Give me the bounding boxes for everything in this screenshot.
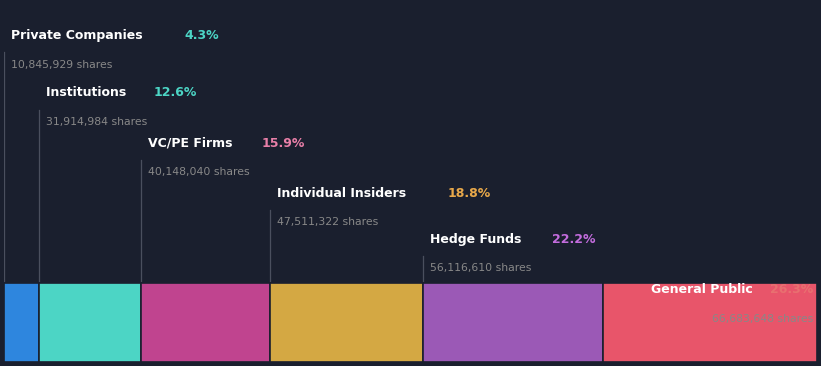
Text: 10,845,929 shares: 10,845,929 shares bbox=[11, 60, 112, 70]
Text: Institutions: Institutions bbox=[46, 86, 131, 100]
Bar bbox=[423, 283, 603, 362]
Text: General Public: General Public bbox=[651, 283, 758, 296]
Text: 31,914,984 shares: 31,914,984 shares bbox=[46, 117, 147, 127]
Text: Private Companies: Private Companies bbox=[11, 29, 147, 42]
Text: 26.3%: 26.3% bbox=[769, 283, 813, 296]
Text: 56,116,610 shares: 56,116,610 shares bbox=[429, 264, 531, 273]
Text: 4.3%: 4.3% bbox=[185, 29, 219, 42]
Text: 18.8%: 18.8% bbox=[447, 187, 491, 199]
Bar bbox=[4, 283, 39, 362]
Text: Individual Insiders: Individual Insiders bbox=[277, 187, 410, 199]
Text: Hedge Funds: Hedge Funds bbox=[429, 233, 525, 246]
Text: 66,683,648 shares: 66,683,648 shares bbox=[712, 314, 813, 324]
Text: 40,148,040 shares: 40,148,040 shares bbox=[148, 167, 250, 177]
Text: Institutions: Institutions bbox=[46, 86, 131, 100]
Bar bbox=[39, 283, 141, 362]
Text: 26.3%: 26.3% bbox=[769, 283, 813, 296]
Text: 12.6%: 12.6% bbox=[154, 86, 197, 100]
Text: Individual Insiders: Individual Insiders bbox=[277, 187, 410, 199]
Text: VC/PE Firms: VC/PE Firms bbox=[148, 137, 236, 149]
Text: 47,511,322 shares: 47,511,322 shares bbox=[277, 217, 378, 227]
Text: 22.2%: 22.2% bbox=[552, 233, 595, 246]
Bar bbox=[270, 283, 423, 362]
Text: Private Companies: Private Companies bbox=[11, 29, 147, 42]
Text: VC/PE Firms: VC/PE Firms bbox=[148, 137, 236, 149]
Bar bbox=[603, 283, 817, 362]
Text: 15.9%: 15.9% bbox=[261, 137, 305, 149]
Bar bbox=[141, 283, 270, 362]
Text: Hedge Funds: Hedge Funds bbox=[429, 233, 525, 246]
